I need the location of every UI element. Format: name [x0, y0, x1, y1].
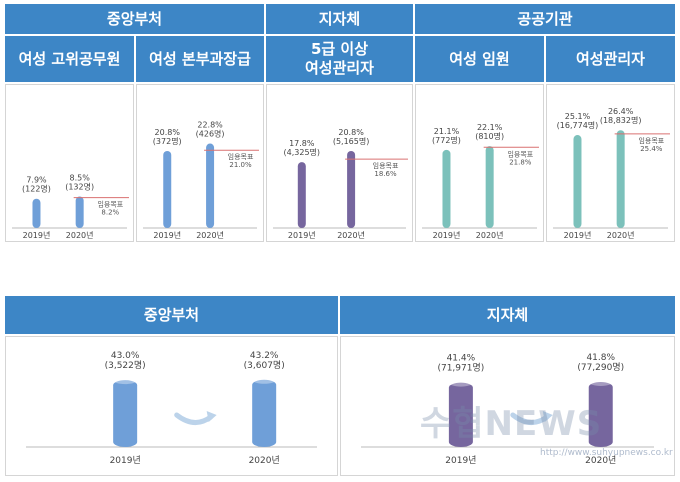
- target-label: 임용목표 25.4%: [638, 137, 664, 153]
- tick-label: 2020년: [66, 230, 94, 240]
- bar-2019년: [442, 149, 451, 228]
- tick-label: 2019년: [288, 230, 316, 240]
- bar-top-cap: [113, 376, 138, 385]
- data-label: 20.8% (372명): [153, 128, 182, 146]
- bar-2019년: [163, 150, 172, 228]
- data-label: 17.8% (4,325명): [284, 139, 321, 157]
- bar-top-cap: [588, 377, 613, 386]
- target-label: 임용목표 21.0%: [228, 153, 254, 169]
- data-label: 41.8% (77,290명): [577, 353, 624, 373]
- data-label: 22.1% (810명): [475, 123, 504, 141]
- chart-panel-bottom-central: 43.0% (3,522명) 2019년 43.2% (3,607명) 2020년: [5, 336, 338, 476]
- bar-2020년: [347, 150, 356, 228]
- data-label: 41.4% (71,971명): [437, 354, 484, 374]
- target-label: 임용목표 21.8%: [507, 150, 533, 166]
- bar-2019년: [448, 382, 473, 447]
- watermark-url: http://www.suhyupnews.co.kr: [540, 448, 673, 458]
- chart-panel-division-heads: 20.8% (372명) 2019년 22.8% (426명) 2020년 임용목표 21.0…: [136, 84, 264, 242]
- increase-arrow-icon: [510, 412, 550, 425]
- tick-label: 2019년: [433, 230, 461, 240]
- bar-top-cap: [252, 375, 277, 384]
- tick-label: 2020년: [196, 230, 224, 240]
- chart-panel-public-managers: 25.1% (16,774명) 2019년 26.4% (18,832명) 2020년 임용…: [546, 84, 675, 242]
- chart-panel-local-managers: 17.8% (4,325명) 2019년 20.8% (5,165명) 2020년 임용목표…: [266, 84, 413, 242]
- panel-header-senior-officials: 여성 고위공무원: [5, 36, 134, 82]
- chart-panel-executives: 21.1% (772명) 2019년 22.1% (810명) 2020년 임용목표 21.8…: [415, 84, 544, 242]
- bar-2020년: [206, 143, 215, 228]
- data-label: 20.8% (5,165명): [333, 128, 370, 146]
- tick-label: 2019년: [23, 230, 51, 240]
- increase-arrow-icon: [174, 412, 214, 425]
- panel-header-local-managers: 5급 이상 여성관리자: [266, 36, 413, 82]
- data-label: 8.5% (132명): [65, 174, 94, 192]
- target-label: 임용목표 18.6%: [373, 162, 399, 178]
- tick-label: 2019년: [110, 455, 141, 466]
- panel-header-public-managers: 여성관리자: [546, 36, 675, 82]
- target-label: 임용목표 8.2%: [97, 201, 123, 217]
- tick-label: 2019년: [445, 455, 476, 466]
- data-label: 22.8% (426명): [196, 121, 225, 139]
- increase-arrow-head: [206, 411, 217, 422]
- bar-top-cap: [448, 378, 473, 387]
- tick-label: 2020년: [607, 230, 635, 240]
- bar-2020년: [252, 379, 277, 447]
- tick-label: 2020년: [585, 455, 616, 466]
- group-header-central: 중앙부처: [5, 4, 264, 34]
- bar-2020년: [485, 146, 494, 228]
- panel-header-executives: 여성 임원: [415, 36, 544, 82]
- chart-panel-senior-officials: 7.9% (122명) 2019년 8.5% (132명) 2020년 임용목표 8.2%: [5, 84, 134, 242]
- watermark-logo: 수협NEWS: [420, 404, 603, 444]
- bar-2019년: [297, 162, 306, 228]
- tick-label: 2019년: [153, 230, 181, 240]
- bottom-header-central: 중앙부처: [5, 296, 338, 334]
- data-label: 25.1% (16,774명): [557, 112, 599, 130]
- increase-arrow-head: [542, 411, 553, 422]
- data-label: 43.0% (3,522명): [105, 351, 146, 371]
- bar-2020년: [616, 130, 625, 228]
- data-label: 7.9% (122명): [22, 176, 51, 194]
- tick-label: 2020년: [476, 230, 504, 240]
- bar-2019년: [573, 135, 582, 228]
- bar-2020년: [588, 381, 613, 447]
- panel-header-division-heads: 여성 본부과장급: [136, 36, 264, 82]
- tick-label: 2020년: [337, 230, 365, 240]
- data-label: 21.1% (772명): [432, 127, 461, 145]
- data-label: 26.4% (18,832명): [600, 107, 642, 125]
- bottom-header-local: 지자체: [340, 296, 675, 334]
- data-label: 43.2% (3,607명): [244, 351, 285, 371]
- tick-label: 2020년: [249, 455, 280, 466]
- bar-2019년: [113, 380, 138, 447]
- chart-panel-bottom-local: 41.4% (71,971명) 2019년 41.8% (77,290명) 2020년: [340, 336, 675, 476]
- bar-2019년: [32, 198, 41, 228]
- tick-label: 2019년: [564, 230, 592, 240]
- group-header-public: 공공기관: [415, 4, 675, 34]
- group-header-local: 지자체: [266, 4, 413, 34]
- bar-2020년: [75, 196, 84, 228]
